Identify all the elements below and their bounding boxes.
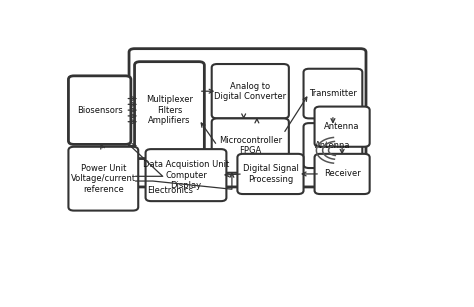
Text: Electronics: Electronics: [147, 186, 193, 195]
FancyBboxPatch shape: [237, 154, 303, 194]
FancyBboxPatch shape: [146, 149, 227, 201]
Text: Digital Signal
Processing: Digital Signal Processing: [243, 164, 299, 184]
Text: Microcontroller
FPGA: Microcontroller FPGA: [219, 136, 282, 155]
Text: Antenna: Antenna: [315, 141, 351, 150]
Text: Multiplexer
Filters
Amplifiers: Multiplexer Filters Amplifiers: [146, 95, 193, 125]
FancyBboxPatch shape: [212, 119, 289, 173]
FancyBboxPatch shape: [303, 123, 362, 168]
FancyBboxPatch shape: [68, 76, 131, 144]
Text: Biosensors: Biosensors: [77, 106, 123, 115]
FancyBboxPatch shape: [135, 62, 204, 159]
FancyBboxPatch shape: [129, 49, 366, 187]
FancyBboxPatch shape: [212, 64, 289, 119]
Text: Receiver: Receiver: [324, 169, 361, 178]
Text: Antenna: Antenna: [324, 122, 360, 131]
FancyBboxPatch shape: [303, 69, 362, 119]
FancyBboxPatch shape: [315, 154, 370, 194]
FancyBboxPatch shape: [68, 147, 138, 211]
Text: Power Unit
Voltage/current
reference: Power Unit Voltage/current reference: [71, 164, 136, 194]
FancyBboxPatch shape: [315, 107, 370, 147]
Text: Transmitter: Transmitter: [309, 89, 357, 98]
Text: Analog to
Digital Converter: Analog to Digital Converter: [214, 82, 286, 101]
Text: Data Acquistion Unit
Computer
Display: Data Acquistion Unit Computer Display: [143, 160, 229, 190]
